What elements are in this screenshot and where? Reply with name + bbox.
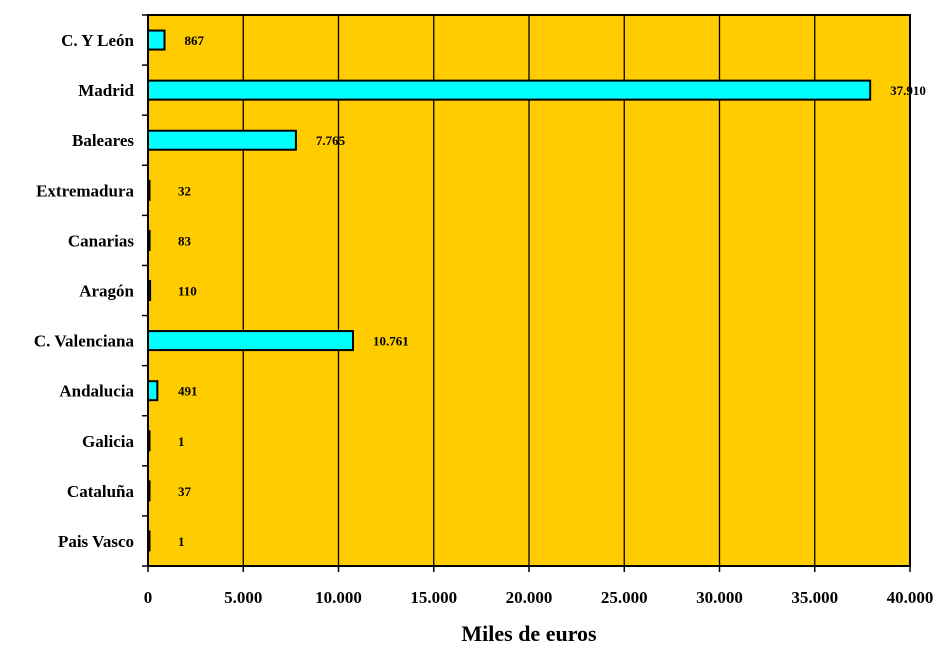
x-axis-title: Miles de euros [461,621,597,646]
bar-3 [147,129,297,151]
value-label-1: 867 [185,33,205,48]
x-tick-label-6: 30.000 [696,588,743,607]
bar-2 [147,79,872,101]
x-tick-label-7: 35.000 [791,588,838,607]
category-label-8: Andalucia [59,382,134,401]
grid-lines [242,15,816,566]
x-tick-label-3: 15.000 [410,588,457,607]
value-label-9: 1 [178,434,185,449]
value-label-5: 83 [178,233,192,248]
bar-7 [147,330,354,352]
value-label-11: 1 [178,534,185,549]
x-tick-label-2: 10.000 [315,588,362,607]
bar-8 [147,380,159,402]
category-labels: C. Y León Madrid Baleares Extremadura Canari… [34,31,135,551]
value-label-2: 37.910 [890,83,926,98]
category-label-11: Pais Vasco [58,532,134,551]
category-label-6: Aragón [79,282,134,301]
category-label-2: Madrid [78,81,134,100]
value-label-8: 491 [178,384,198,399]
value-label-7: 10.761 [373,334,409,349]
x-tick-label-1: 5.000 [224,588,262,607]
category-label-1: C. Y León [61,31,134,50]
category-label-10: Cataluña [67,482,135,501]
category-label-4: Extremadura [36,181,134,200]
x-tick-label-8: 40.000 [887,588,934,607]
category-label-5: Canarias [68,231,135,250]
value-label-6: 110 [178,284,197,299]
x-tick-label-0: 0 [144,588,153,607]
axes [142,14,911,572]
value-labels: 867 37.910 7.765 32 83 110 10.761 491 1 37 1 [178,33,926,549]
x-tick-label-5: 25.000 [601,588,648,607]
x-tick-labels: 0 5.000 10.000 15.000 20.000 25.000 30.000 35.0… [144,588,934,607]
category-label-9: Galicia [82,432,134,451]
value-label-10: 37 [178,484,192,499]
category-label-7: C. Valenciana [34,332,135,351]
bar-1 [147,29,166,51]
category-label-3: Baleares [72,131,134,150]
value-label-3: 7.765 [316,133,346,148]
x-tick-label-4: 20.000 [506,588,553,607]
value-label-4: 32 [178,183,191,198]
